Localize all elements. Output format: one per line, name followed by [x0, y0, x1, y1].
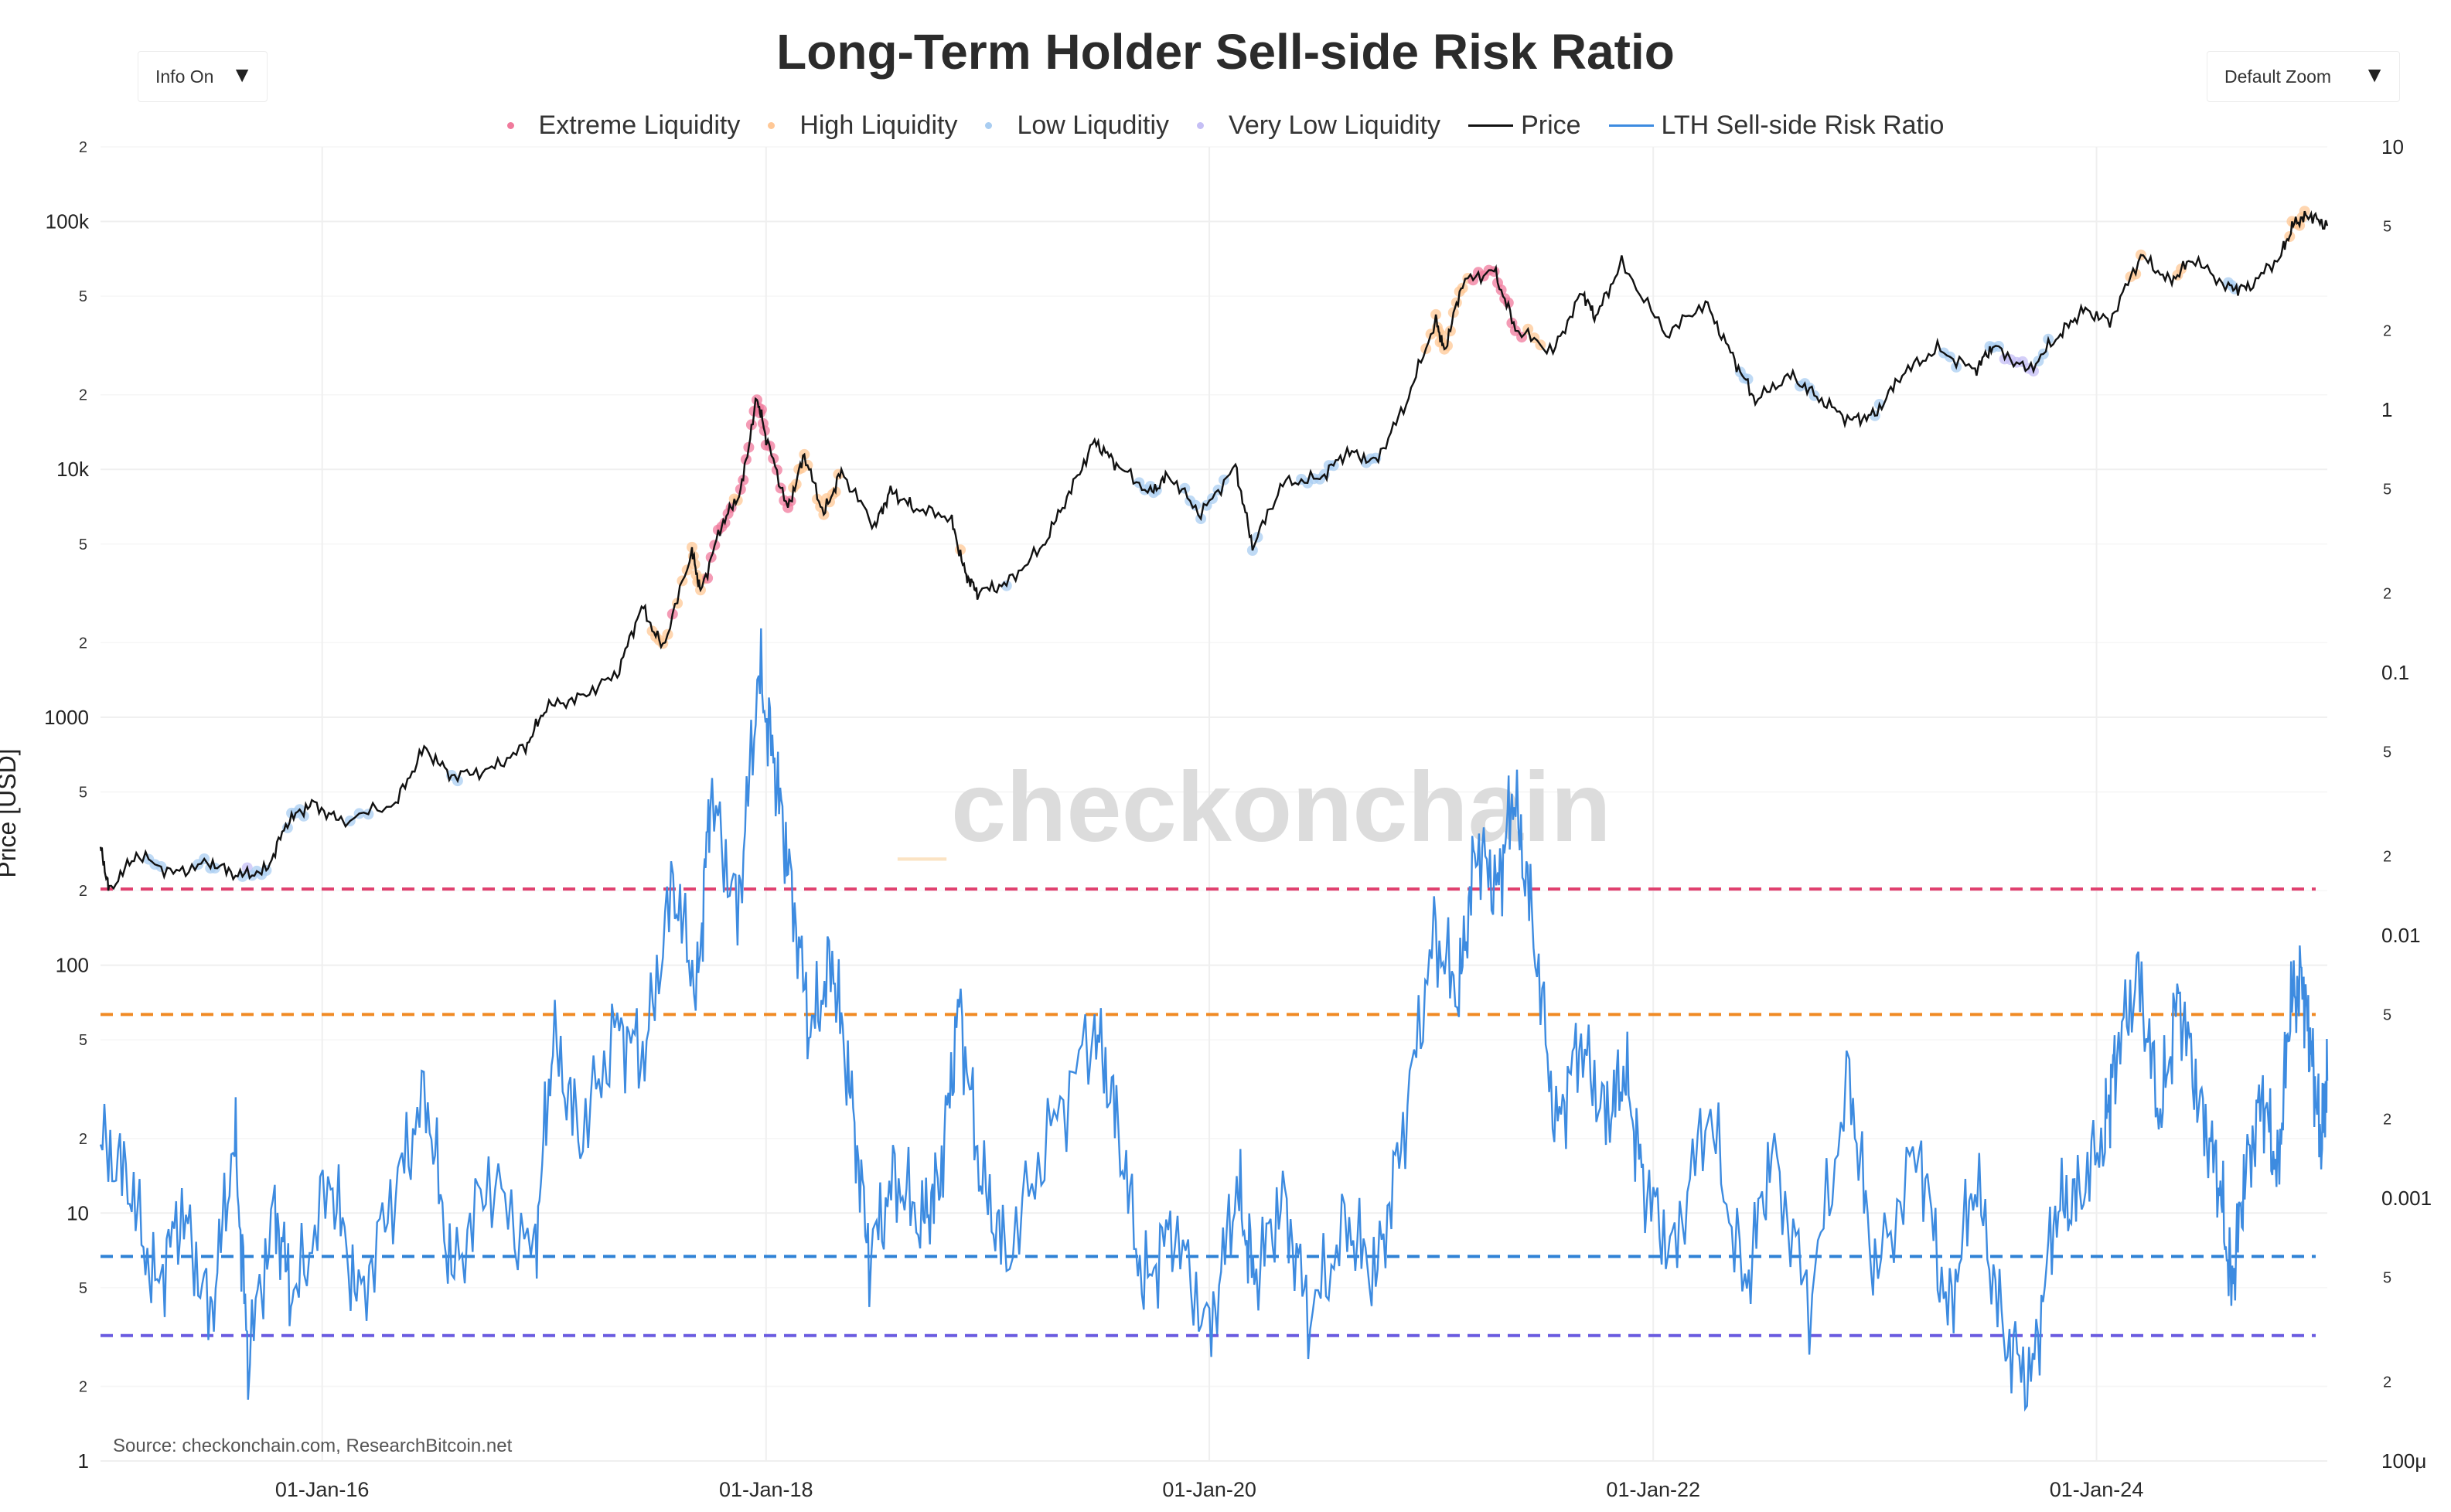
zoom-select-dropdown[interactable]: Default Zoom ▼ [2207, 51, 2400, 102]
x-tick-label: 01-Jan-16 [275, 1478, 370, 1501]
y-right-minor-tick-label: 2 [2383, 849, 2391, 866]
y-left-tick-label: 100 [56, 954, 89, 977]
y-right-tick-label: 0.01 [2381, 924, 2421, 947]
legend-line-lth-ratio [1608, 124, 1654, 127]
legend-label: Extreme Liquidity [538, 111, 741, 140]
legend-label: Very Low Liquidity [1229, 111, 1441, 140]
y-left-tick-label: 1000 [44, 706, 89, 729]
y-left-tick-label: 10 [66, 1201, 89, 1224]
legend-label: LTH Sell-side Risk Ratio [1661, 111, 1945, 140]
source-note: Source: checkonchain.com, ResearchBitcoi… [113, 1435, 513, 1456]
price-layer [99, 206, 2329, 891]
legend-marker-very-low-liquidity [1197, 122, 1205, 129]
zoom-select-label: Default Zoom [2224, 66, 2332, 87]
grid-layer [101, 146, 2327, 1462]
y-right-minor-tick-label: 5 [2383, 1006, 2391, 1023]
y-left-tick-label: 10k [56, 458, 90, 481]
legend-item-low-liquidity[interactable]: Low Liquditiy [985, 111, 1169, 141]
legend-item-lth-ratio[interactable]: LTH Sell-side Risk Ratio [1608, 111, 1945, 141]
legend-item-high-liquidity[interactable]: High Liquidity [768, 111, 957, 141]
y-left-minor-tick-label: 5 [79, 1280, 87, 1297]
y-left-minor-tick-label: 2 [79, 1131, 87, 1148]
y-right-minor-tick-label: 2 [2383, 323, 2391, 340]
y-left-minor-tick-label: 5 [79, 536, 87, 553]
axis-layer: 1 10 100 1000 10k 100k 2 5 2 5 2 5 2 5 2 5 2 100μ 0.001 0.0… [44, 135, 2432, 1501]
y-left-minor-tick-label: 5 [79, 1032, 87, 1049]
legend-item-extreme-liquidity[interactable]: Extreme Liquidity [506, 111, 741, 141]
legend-marker-low-liquidity [985, 122, 993, 129]
x-tick-label: 01-Jan-18 [719, 1478, 813, 1501]
x-tick-label: 01-Jan-20 [1162, 1478, 1256, 1501]
legend-label: High Liquidity [799, 111, 958, 140]
threshold-layer [101, 887, 2316, 1337]
triangle-down-icon: ▼ [231, 63, 253, 87]
y-left-tick-label: 100k [46, 210, 90, 233]
series-line-price [99, 209, 2329, 891]
legend-label: Price [1521, 111, 1581, 140]
legend-label: Low Liquditiy [1017, 111, 1170, 140]
y-left-minor-tick-label: 2 [79, 635, 87, 652]
y-right-minor-tick-label: 5 [2383, 218, 2391, 235]
watermark-checkonchain: checkonchain [951, 752, 1611, 863]
y-left-minor-tick-label: 2 [79, 387, 87, 404]
chart-title: Long-Term Holder Sell-side Risk Ratio [776, 24, 1675, 80]
y-right-minor-tick-label: 5 [2383, 481, 2391, 498]
y-right-minor-tick-label: 5 [2383, 1269, 2391, 1286]
x-tick-label: 01-Jan-24 [2050, 1478, 2144, 1501]
legend-item-very-low-liquidity[interactable]: Very Low Liquidity [1197, 111, 1440, 141]
series-line-lth-ratio [99, 628, 2329, 1412]
y-right-tick-label: 0.1 [2381, 661, 2409, 684]
y-axis-left-title: Price [USD] [0, 748, 21, 877]
y-right-tick-label: 100μ [2381, 1449, 2426, 1473]
y-right-tick-label: 10 [2381, 135, 2404, 158]
y-left-minor-tick-label: 2 [79, 1378, 87, 1395]
legend-line-price [1468, 124, 1514, 127]
legend: Extreme Liquidity High Liquidity Low Liq… [0, 111, 2451, 141]
legend-item-price[interactable]: Price [1468, 111, 1581, 141]
y-right-tick-label: 1 [2381, 398, 2392, 421]
y-right-tick-label: 0.001 [2381, 1187, 2432, 1210]
y-right-minor-tick-label: 2 [2383, 586, 2391, 603]
y-left-tick-label: 1 [78, 1449, 89, 1473]
info-toggle-label: Info On [155, 66, 214, 87]
ratio-layer [99, 628, 2329, 1412]
y-right-minor-tick-label: 2 [2383, 1374, 2391, 1391]
y-left-minor-tick-label: 2 [79, 139, 87, 156]
y-left-minor-tick-label: 2 [79, 883, 87, 900]
y-right-minor-tick-label: 2 [2383, 1112, 2391, 1129]
triangle-down-icon: ▼ [2364, 63, 2385, 87]
legend-marker-high-liquidity [768, 122, 776, 129]
info-toggle-dropdown[interactable]: Info On ▼ [138, 51, 268, 102]
legend-marker-extreme-liquidity [506, 122, 514, 129]
y-left-minor-tick-label: 5 [79, 784, 87, 801]
y-right-minor-tick-label: 5 [2383, 744, 2391, 761]
watermark-underscore: _ [897, 774, 947, 869]
y-left-minor-tick-label: 5 [79, 288, 87, 305]
x-tick-label: 01-Jan-22 [1606, 1478, 1700, 1501]
